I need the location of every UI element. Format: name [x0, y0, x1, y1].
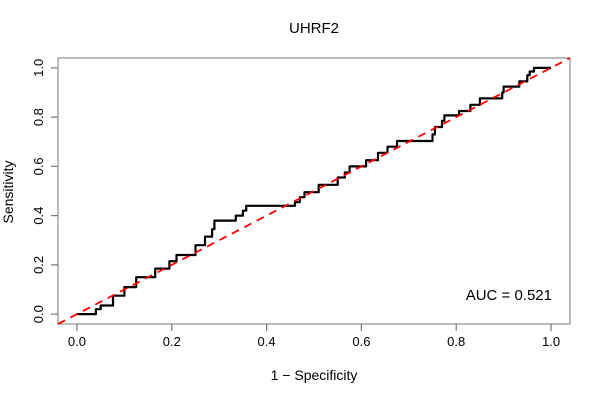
y-tick-label: 0.4 [31, 207, 46, 225]
x-tick-label: 0.4 [258, 334, 276, 349]
x-tick-label: 0.8 [447, 334, 465, 349]
x-tick-label: 0.0 [68, 334, 86, 349]
y-tick-label: 0.0 [31, 305, 46, 323]
chart-title: UHRF2 [288, 20, 339, 37]
roc-curve [77, 66, 551, 316]
x-tick-label: 0.6 [352, 334, 370, 349]
y-tick-label: 1.0 [31, 59, 46, 77]
x-axis-label: 1 − Specificity [270, 367, 358, 383]
auc-annotation: AUC = 0.521 [465, 287, 552, 304]
y-tick-label: 0.8 [31, 108, 46, 126]
x-tick-label: 0.2 [163, 334, 181, 349]
y-tick-label: 0.2 [31, 256, 46, 274]
plot-border [57, 57, 571, 325]
reference-diagonal-line [57, 57, 571, 325]
x-tick-label: 1.0 [542, 334, 560, 349]
y-tick-label: 0.6 [31, 157, 46, 175]
y-axis-label: Sensitivity [0, 160, 16, 224]
